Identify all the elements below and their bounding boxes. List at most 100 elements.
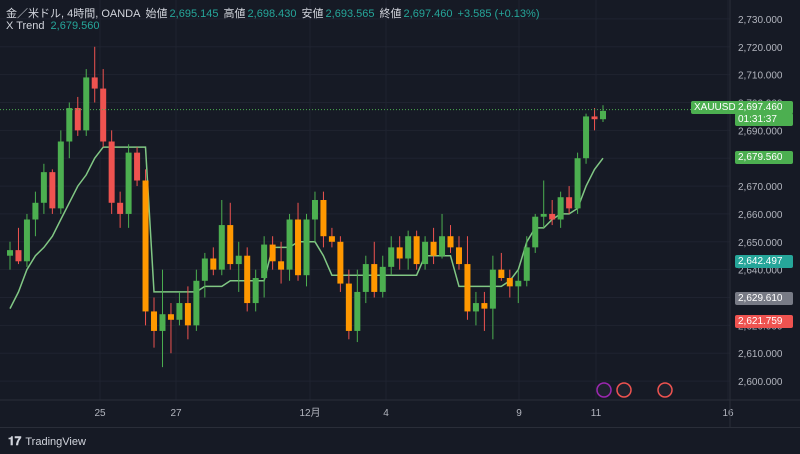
candle-body — [413, 236, 420, 265]
candle-body — [388, 247, 395, 267]
candle-body — [566, 197, 573, 209]
candle-body — [439, 236, 446, 256]
candle-body — [66, 108, 73, 142]
y-tick-label: 2,610.000 — [738, 349, 783, 360]
candle-body — [464, 264, 471, 312]
candle-body — [591, 116, 598, 120]
x-tick-label: 16 — [722, 408, 734, 419]
x-tick-label: 9 — [516, 408, 522, 419]
candle-body — [252, 278, 259, 304]
candle-body — [7, 250, 13, 256]
last-price-tag: 2,697.460 — [735, 101, 793, 114]
chart-header: 金／米ドル, 4時間, OANDA 始値 2,695.145 高値 2,698.43… — [6, 5, 541, 21]
candle-body — [167, 314, 174, 320]
candle-body — [540, 213, 547, 217]
candle-body — [125, 152, 132, 214]
brand-name: TradingView — [25, 435, 86, 448]
candle-body — [244, 255, 251, 304]
symbol-tag: XAUUSD — [691, 101, 739, 114]
candle-body — [227, 225, 234, 265]
candle-body — [151, 311, 158, 331]
x-tick-label: 4 — [383, 408, 389, 419]
countdown-tag: 01:31:37 — [735, 113, 793, 126]
candle-body — [337, 241, 344, 284]
candle-body — [549, 213, 556, 220]
tradingview-icon: 𝟏𝟕 — [8, 434, 22, 448]
candle-body — [481, 303, 488, 309]
candle-body — [184, 303, 191, 326]
candle-body — [557, 197, 564, 220]
x-tick-label: 12月 — [299, 407, 320, 419]
low-value: 2,693.565 — [325, 8, 375, 20]
candle-body — [23, 219, 30, 262]
candle-body — [295, 219, 302, 276]
candle-body — [100, 88, 107, 142]
tradingview-logo[interactable]: 𝟏𝟕 TradingView — [8, 434, 86, 449]
candle-body — [40, 172, 47, 203]
gray-level-tag: 2,629.610 — [735, 292, 793, 305]
candle-body — [15, 250, 22, 262]
change-value: +3.585 (+0.13%) — [457, 8, 540, 20]
open-label: 始値 — [145, 8, 168, 20]
high-value: 2,698.430 — [247, 8, 297, 20]
candle-body — [142, 180, 149, 312]
candle-body — [57, 141, 64, 209]
candle-body — [583, 116, 590, 159]
y-tick-label: 2,660.000 — [738, 210, 783, 221]
candle-body — [278, 261, 285, 270]
candle-body — [354, 291, 361, 331]
footer-bar: 𝟏𝟕 TradingView — [0, 427, 800, 454]
low-label: 安値 — [301, 8, 324, 20]
candle-body — [328, 236, 335, 242]
candle-body — [117, 202, 124, 214]
y-tick-label: 2,730.000 — [738, 15, 783, 26]
lightning-icon — [596, 382, 612, 398]
candle-body — [532, 216, 539, 248]
y-tick-label: 2,690.000 — [738, 126, 783, 137]
x-tick-label: 27 — [170, 408, 182, 419]
candle-body — [320, 200, 327, 237]
candle-body — [447, 236, 454, 248]
candle-body — [405, 236, 412, 259]
y-tick-label: 2,710.000 — [738, 71, 783, 82]
us-flag-icon — [657, 382, 673, 398]
candle-body — [134, 152, 141, 181]
candle-body — [489, 269, 496, 309]
red-level-tag: 2,621.759 — [735, 315, 793, 328]
candle-body — [600, 110, 606, 120]
candle-body — [303, 219, 310, 276]
candle-body — [311, 200, 318, 220]
x-tick-label: 11 — [591, 408, 602, 419]
candle-body — [515, 280, 522, 287]
candle-body — [261, 244, 268, 278]
y-tick-label: 2,640.000 — [738, 266, 783, 277]
candle-body — [176, 303, 183, 320]
candle-body — [91, 77, 98, 89]
high-label: 高値 — [223, 8, 246, 20]
candle-body — [379, 266, 386, 292]
candle-body — [455, 247, 462, 265]
candle-body — [371, 264, 378, 292]
price-chart[interactable]: 2,600.0002,610.0002,620.0002,630.0002,64… — [0, 0, 800, 427]
candle-body — [362, 264, 369, 292]
close-value: 2,697.460 — [403, 8, 453, 20]
candle-body — [193, 280, 200, 326]
indicator-value: 2,679.560 — [50, 20, 100, 32]
candle-body — [574, 158, 581, 209]
indicator-legend[interactable]: X Trend 2,679.560 — [6, 20, 99, 32]
candle-body — [472, 303, 479, 312]
open-value: 2,695.145 — [169, 8, 219, 20]
candle-body — [506, 278, 513, 287]
trend-value-tag: 2,679.560 — [735, 151, 793, 164]
candle-body — [108, 141, 115, 203]
y-tick-label: 2,650.000 — [738, 238, 783, 249]
symbol-description: 金／米ドル, 4時間, OANDA — [6, 8, 141, 20]
y-tick-label: 2,600.000 — [738, 377, 783, 388]
close-label: 終値 — [379, 8, 402, 20]
candle-body — [201, 258, 208, 281]
candle-body — [74, 108, 81, 131]
candle-body — [83, 77, 90, 131]
green-level-tag: 2,642.497 — [735, 255, 793, 268]
candle-body — [498, 269, 505, 278]
candle-body — [159, 314, 166, 331]
